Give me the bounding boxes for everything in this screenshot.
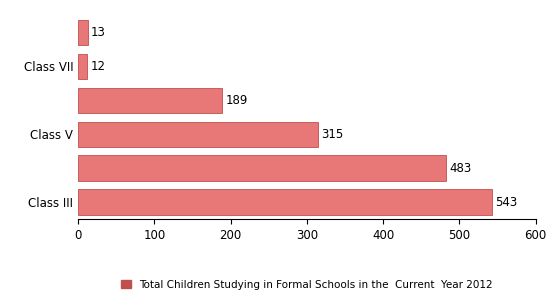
Bar [78,155,446,181]
Bar [78,189,492,215]
Bar [78,88,222,113]
Text: 189: 189 [225,94,248,107]
Text: 483: 483 [450,162,472,175]
Bar [78,20,88,45]
Text: 12: 12 [90,60,105,73]
Text: 543: 543 [496,196,517,208]
Text: 315: 315 [321,128,344,141]
Bar [78,54,87,79]
Text: 13: 13 [91,26,106,39]
Legend: Total Children Studying in Formal Schools in the  Current  Year 2012: Total Children Studying in Formal School… [117,275,497,292]
Bar [78,121,318,147]
